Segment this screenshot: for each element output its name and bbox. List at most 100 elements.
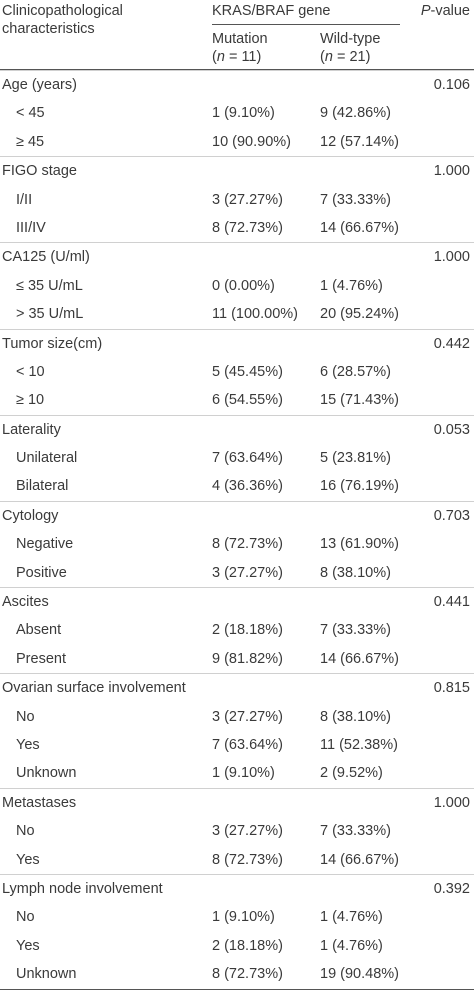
row-wild-type-value: 13 (61.90%) <box>320 536 399 553</box>
group-label: Tumor size(cm) <box>2 335 103 352</box>
row-mutation-value: 2 (18.18%) <box>212 622 283 639</box>
header-p-rest: -value <box>430 3 471 19</box>
row-label: III/IV <box>16 219 46 236</box>
header-p-value: P-value <box>421 2 470 20</box>
row-wild-type-value: 1 (4.76%) <box>320 909 383 926</box>
row-label: Present <box>16 650 66 667</box>
header-characteristics-line2: characteristics <box>2 21 95 37</box>
group-row: FIGO stage 1.000 <box>0 156 474 185</box>
row-wild-type-value: 12 (57.14%) <box>320 133 399 150</box>
header-wild-n-var: n <box>324 49 333 65</box>
table-row: Positive 3 (27.27%) 8 (38.10%) <box>0 559 474 587</box>
row-mutation-value: 2 (18.18%) <box>212 937 283 954</box>
row-wild-type-value: 14 (66.67%) <box>320 219 399 236</box>
row-label: No <box>16 823 35 840</box>
row-label: Yes <box>16 937 40 954</box>
header-mutation: Mutation (n = 11) <box>212 30 268 66</box>
group-row: Laterality 0.053 <box>0 414 474 444</box>
group-label: Ovarian surface involvement <box>2 680 186 697</box>
group-p-value: 0.703 <box>433 507 470 524</box>
table-row: No 3 (27.27%) 7 (33.33%) <box>0 817 474 845</box>
table-row: < 10 5 (45.45%) 6 (28.57%) <box>0 358 474 386</box>
header-rule <box>0 69 474 70</box>
group-row: Tumor size(cm) 0.442 <box>0 328 474 358</box>
row-label: Bilateral <box>16 478 69 495</box>
table-body: Age (years) 0.106 < 45 1 (9.10%) 9 (42.86%) ≥… <box>0 70 474 989</box>
row-wild-type-value: 8 (38.10%) <box>320 708 391 725</box>
row-mutation-value: 7 (63.64%) <box>212 450 283 467</box>
table-row: Yes 2 (18.18%) 1 (4.76%) <box>0 932 474 960</box>
group-label: Ascites <box>2 594 49 611</box>
row-wild-type-value: 7 (33.33%) <box>320 823 391 840</box>
row-label: Absent <box>16 622 62 639</box>
header-mutation-n-var: n <box>216 49 225 65</box>
row-mutation-value: 8 (72.73%) <box>212 966 283 983</box>
row-mutation-value: 11 (100.00%) <box>212 306 298 323</box>
table-row: Absent 2 (18.18%) 7 (33.33%) <box>0 616 474 644</box>
header-mutation-n: (n = 11) <box>212 48 268 66</box>
row-wild-type-value: 1 (4.76%) <box>320 937 383 954</box>
row-mutation-value: 3 (27.27%) <box>212 564 283 581</box>
row-wild-type-value: 16 (76.19%) <box>320 478 399 495</box>
table-row: Present 9 (81.82%) 14 (66.67%) <box>0 645 474 673</box>
table-row: Unknown 8 (72.73%) 19 (90.48%) <box>0 960 474 988</box>
header-characteristics: Clinicopathological characteristics <box>2 2 202 38</box>
row-label: ≤ 35 U/mL <box>16 277 83 294</box>
row-label: ≥ 45 <box>16 133 45 150</box>
group-row: Ascites 0.441 <box>0 587 474 616</box>
row-label: Negative <box>16 536 74 553</box>
row-mutation-value: 1 (9.10%) <box>212 105 275 122</box>
row-label: Positive <box>16 564 67 581</box>
header-p-italic: P <box>420 3 431 19</box>
header-characteristics-line1: Clinicopathological <box>2 3 123 19</box>
table-row: Negative 8 (72.73%) 13 (61.90%) <box>0 530 474 558</box>
row-wild-type-value: 8 (38.10%) <box>320 564 391 581</box>
group-label: Age (years) <box>2 77 77 93</box>
row-label: No <box>16 708 35 725</box>
row-label: No <box>16 909 35 926</box>
row-mutation-value: 1 (9.10%) <box>212 909 275 926</box>
table-row: Bilateral 4 (36.36%) 16 (76.19%) <box>0 472 474 500</box>
row-mutation-value: 3 (27.27%) <box>212 191 283 208</box>
row-mutation-value: 4 (36.36%) <box>212 478 283 495</box>
table-row: I/II 3 (27.27%) 7 (33.33%) <box>0 186 474 214</box>
row-mutation-value: 10 (90.90%) <box>212 133 291 150</box>
table-row: Yes 8 (72.73%) 14 (66.67%) <box>0 846 474 874</box>
group-p-value: 0.106 <box>433 77 470 93</box>
group-row: Ovarian surface involvement 0.815 <box>0 673 474 702</box>
row-wild-type-value: 7 (33.33%) <box>320 622 391 639</box>
table-bottom-rule <box>0 988 474 990</box>
group-label: Cytology <box>2 507 59 524</box>
row-label: Unknown <box>16 765 77 782</box>
row-mutation-value: 6 (54.55%) <box>212 392 283 409</box>
group-p-value: 1.000 <box>433 249 470 266</box>
row-label: I/II <box>16 191 33 208</box>
row-label: Unilateral <box>16 450 78 467</box>
group-label: FIGO stage <box>2 163 77 180</box>
row-wild-type-value: 20 (95.24%) <box>320 306 399 323</box>
header-mutation-label: Mutation <box>212 31 268 47</box>
table-row: No 1 (9.10%) 1 (4.76%) <box>0 903 474 931</box>
group-row: Age (years) 0.106 <box>0 70 474 99</box>
header-wild-type: Wild-type (n = 21) <box>320 30 380 66</box>
row-mutation-value: 8 (72.73%) <box>212 536 283 553</box>
row-mutation-value: 0 (0.00%) <box>212 277 275 294</box>
row-mutation-value: 1 (9.10%) <box>212 765 275 782</box>
table-header: Clinicopathological characteristics KRAS… <box>0 0 474 70</box>
table-row: III/IV 8 (72.73%) 14 (66.67%) <box>0 214 474 242</box>
group-p-value: 0.053 <box>433 421 470 438</box>
row-wild-type-value: 2 (9.52%) <box>320 765 383 782</box>
row-wild-type-value: 9 (42.86%) <box>320 105 391 122</box>
row-wild-type-value: 11 (52.38%) <box>320 736 398 753</box>
group-label: Lymph node involvement <box>2 880 163 897</box>
row-wild-type-value: 1 (4.76%) <box>320 277 383 294</box>
group-p-value: 0.441 <box>433 594 470 611</box>
row-mutation-value: 3 (27.27%) <box>212 823 283 840</box>
row-wild-type-value: 6 (28.57%) <box>320 363 391 380</box>
row-wild-type-value: 19 (90.48%) <box>320 966 399 983</box>
row-label: < 45 <box>16 105 45 122</box>
group-p-value: 0.815 <box>433 680 470 697</box>
header-gene: KRAS/BRAF gene <box>212 3 331 19</box>
row-label: Unknown <box>16 966 77 983</box>
table-row: < 45 1 (9.10%) 9 (42.86%) <box>0 99 474 127</box>
